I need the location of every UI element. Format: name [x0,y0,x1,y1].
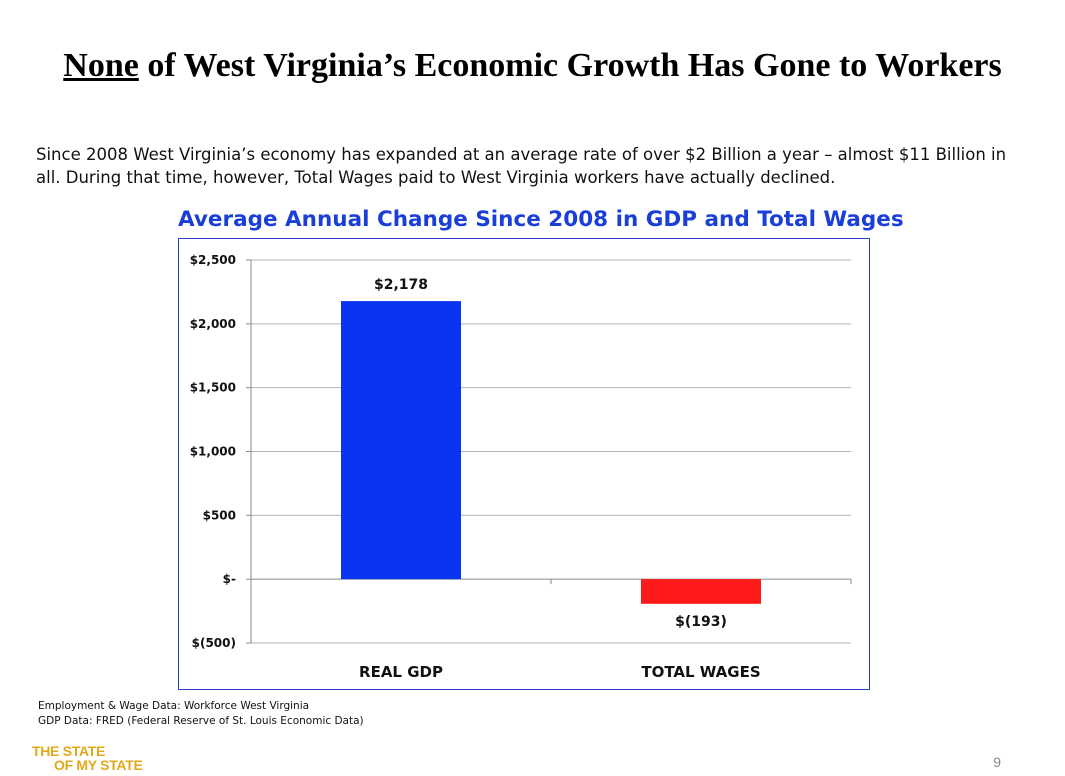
y-tick-label: $1,000 [190,445,236,459]
x-category-label: REAL GDP [359,663,443,681]
data-label: $2,178 [374,277,428,293]
sources: Employment & Wage Data: Workforce West V… [38,699,364,729]
logo-line-1: THE STATE [32,743,106,759]
logo-line-2: OF MY STATE [54,757,143,773]
source-line-employment: Employment & Wage Data: Workforce West V… [38,700,310,712]
chart-frame: $2,500 $2,000 $1,500 $1,000 $500 $- $(500) $2,1… [178,238,870,690]
x-category-label: TOTAL WAGES [641,663,760,681]
title-emphasis: None [63,47,139,84]
y-tick-label: $1,500 [190,381,236,395]
bar-total-wages [641,579,761,604]
y-tick-label: $- [223,572,236,586]
y-tick-label: $2,000 [190,317,236,331]
data-label: $(193) [675,614,727,630]
y-tick-label: $(500) [192,636,236,650]
bar-chart: $2,500 $2,000 $1,500 $1,000 $500 $- $(500) $2,1… [190,253,852,681]
state-of-my-state-logo: THE STATE OF MY STATE [32,744,152,776]
bar-real-gdp [341,301,461,580]
title-rest: of West Virginia’s Economic Growth Has G… [138,47,1002,84]
page-number: 9 [993,754,1001,770]
chart-title: Average Annual Change Since 2008 in GDP … [178,207,904,232]
source-line-gdp: GDP Data: FRED (Federal Reserve of St. L… [38,715,364,727]
intro-paragraph: Since 2008 West Virginia’s economy has e… [36,145,1007,187]
y-tick-label: $2,500 [190,253,236,267]
y-tick-label: $500 [203,508,236,522]
slide-title: None of West Virginia’s Economic Growth … [0,47,1065,85]
